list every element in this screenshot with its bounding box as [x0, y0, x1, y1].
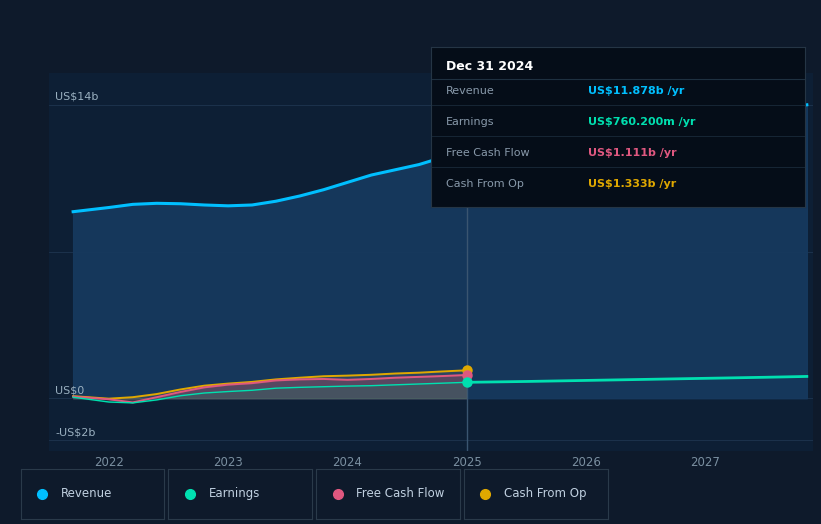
Text: US$14b: US$14b — [55, 92, 99, 102]
Text: Past: Past — [438, 82, 462, 92]
Text: Earnings: Earnings — [209, 487, 260, 500]
Text: Revenue: Revenue — [61, 487, 112, 500]
Text: US$1.333b /yr: US$1.333b /yr — [588, 179, 677, 189]
Text: Cash From Op: Cash From Op — [504, 487, 586, 500]
Text: -US$2b: -US$2b — [55, 427, 95, 437]
Text: US$11.878b /yr: US$11.878b /yr — [588, 85, 684, 95]
Text: US$0: US$0 — [55, 385, 85, 395]
Text: Cash From Op: Cash From Op — [446, 179, 524, 189]
Text: Dec 31 2024: Dec 31 2024 — [446, 60, 533, 73]
Text: Free Cash Flow: Free Cash Flow — [446, 148, 530, 158]
Text: Earnings: Earnings — [446, 117, 494, 127]
Text: Revenue: Revenue — [446, 85, 495, 95]
Text: Analysts Forecasts: Analysts Forecasts — [476, 82, 580, 92]
Text: Free Cash Flow: Free Cash Flow — [356, 487, 445, 500]
Text: US$760.200m /yr: US$760.200m /yr — [588, 117, 695, 127]
Text: US$1.111b /yr: US$1.111b /yr — [588, 148, 677, 158]
